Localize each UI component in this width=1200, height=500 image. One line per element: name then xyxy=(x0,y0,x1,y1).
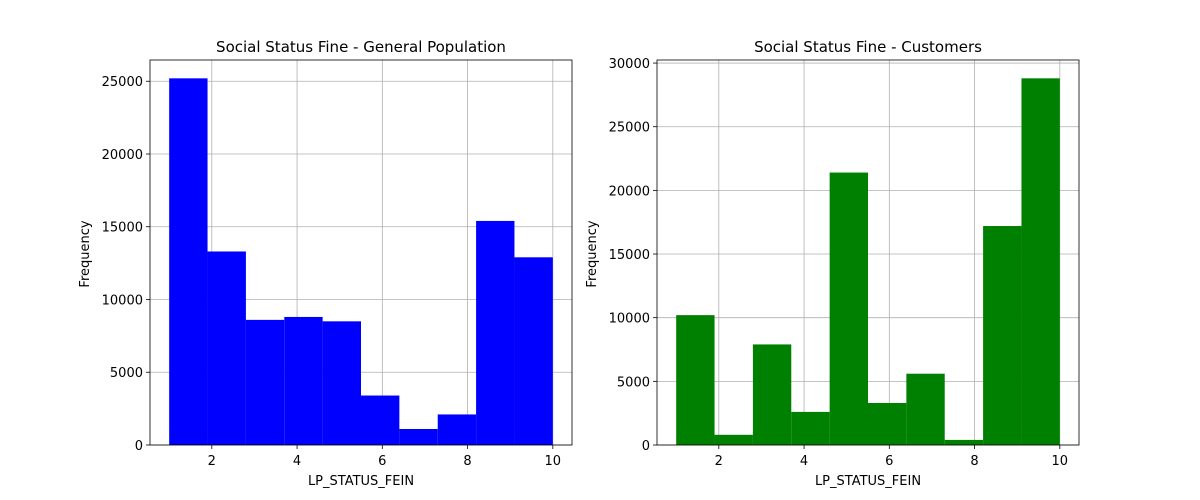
histogram-bar xyxy=(906,373,945,445)
histogram-bar xyxy=(169,78,208,445)
y-tick-label: 20000 xyxy=(609,184,650,199)
x-tick-label: 4 xyxy=(293,454,301,469)
x-tick-label: 4 xyxy=(800,454,808,469)
x-axis-label: LP_STATUS_FEIN xyxy=(815,474,921,489)
histogram-bar xyxy=(437,414,477,445)
y-tick-label: 5000 xyxy=(617,375,650,390)
y-tick-label: 0 xyxy=(135,439,143,454)
x-tick-label: 8 xyxy=(970,454,978,469)
histogram-bar xyxy=(245,319,285,445)
histogram-bar xyxy=(284,316,323,445)
x-tick-label: 10 xyxy=(545,454,562,469)
histogram-bar xyxy=(322,321,361,445)
y-tick-label: 10000 xyxy=(609,312,650,327)
x-tick-label: 2 xyxy=(208,454,216,469)
y-tick-label: 25000 xyxy=(102,75,143,90)
x-tick-label: 6 xyxy=(378,454,386,469)
chart-title: Social Status Fine - Customers xyxy=(754,38,982,56)
x-tick-label: 10 xyxy=(1052,454,1069,469)
histogram-bar xyxy=(399,428,438,445)
histogram-bar xyxy=(829,172,868,445)
y-tick-label: 15000 xyxy=(102,221,143,236)
bars xyxy=(169,78,553,445)
histogram-bar xyxy=(207,251,246,445)
axes-frame xyxy=(149,59,573,446)
x-tick-label: 8 xyxy=(463,454,471,469)
histogram-bar xyxy=(944,439,984,445)
y-tick-label: 25000 xyxy=(609,121,650,136)
histogram-bar xyxy=(361,395,400,445)
x-tick-label: 2 xyxy=(715,454,723,469)
y-tick-label: 20000 xyxy=(102,148,143,163)
histogram-bar xyxy=(868,402,907,445)
axes-frame xyxy=(656,59,1080,446)
chart-general-population: Social Status Fine - General Population … xyxy=(78,38,573,489)
y-tick-label: 15000 xyxy=(609,248,650,263)
histogram-bar xyxy=(791,411,830,445)
histogram-bar xyxy=(983,226,1022,445)
y-tick-label: 30000 xyxy=(609,57,650,72)
y-tick-label: 5000 xyxy=(110,366,143,381)
y-axis-label: Frequency xyxy=(585,220,600,287)
y-tick-label: 10000 xyxy=(102,293,143,308)
histogram-bar xyxy=(714,434,753,445)
x-tick-label: 6 xyxy=(885,454,893,469)
chart-title: Social Status Fine - General Population xyxy=(216,38,506,56)
bars xyxy=(676,78,1060,445)
histogram-bar xyxy=(1021,78,1060,445)
histogram-bar xyxy=(514,257,553,445)
chart-customers: Social Status Fine - Customers LP_STATUS… xyxy=(585,38,1080,489)
histogram-bar xyxy=(676,315,715,445)
y-axis-label: Frequency xyxy=(78,220,93,287)
y-tick-label: 0 xyxy=(642,439,650,454)
histogram-bar xyxy=(476,220,515,445)
x-axis-label: LP_STATUS_FEIN xyxy=(308,474,414,489)
histogram-bar xyxy=(752,344,792,445)
